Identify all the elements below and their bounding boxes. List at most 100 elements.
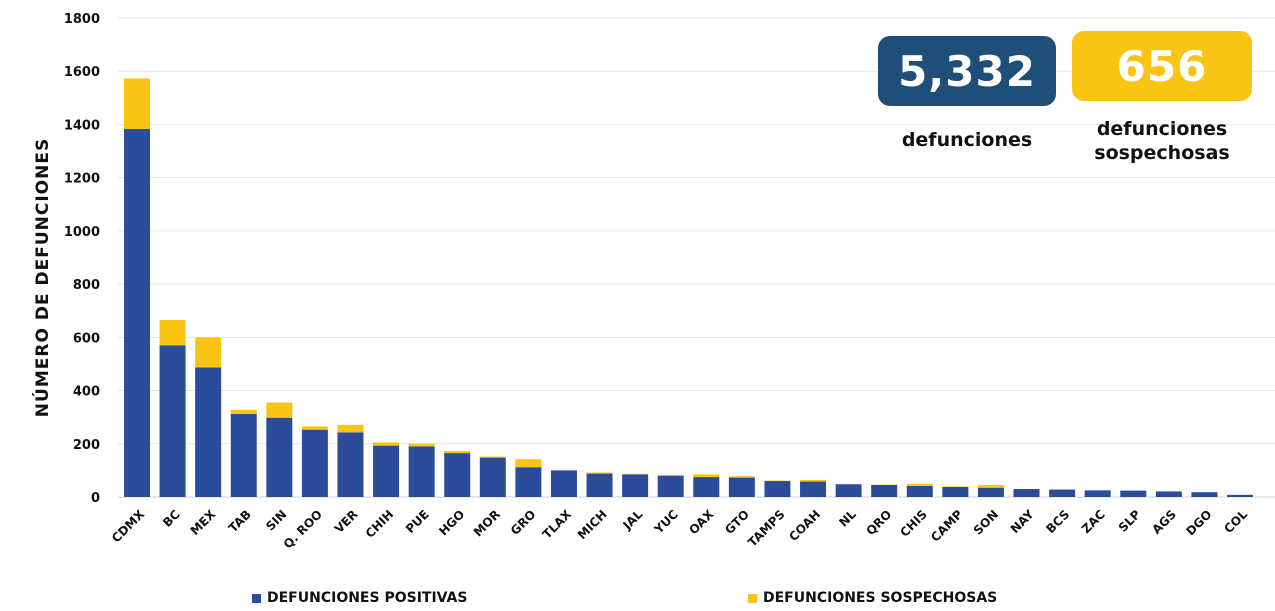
suspect-deaths-badge: 656 <box>1072 31 1252 101</box>
bar-positive-sin <box>266 417 293 497</box>
bar-positive-gro <box>515 467 542 497</box>
bar-positive-yuc <box>657 475 684 497</box>
x-tick-label: TAMPS <box>745 507 787 549</box>
legend-item-suspect: DEFUNCIONES SOSPECHOSAS <box>748 590 997 606</box>
bar-positive-qro <box>871 485 898 497</box>
x-tick-label: MICH <box>575 507 610 542</box>
bar-positive-slp <box>1120 490 1147 497</box>
y-tick-label: 0 <box>91 491 100 506</box>
total-deaths-value: 5,332 <box>898 46 1036 96</box>
suspect-deaths-value: 656 <box>1116 41 1208 91</box>
bar-positive-mor <box>479 457 506 497</box>
legend-label-suspect: DEFUNCIONES SOSPECHOSAS <box>763 590 998 606</box>
bar-positive-tamps <box>764 481 791 497</box>
bar-positive-ver <box>337 432 364 497</box>
bars <box>124 78 1253 498</box>
bar-suspect-jal <box>622 473 649 475</box>
y-tick-label: 800 <box>73 278 100 293</box>
bar-suspect-mich <box>586 472 613 474</box>
bar-positive-hgo <box>444 453 471 497</box>
bar-suspect-son <box>977 485 1004 488</box>
y-tick-label: 1600 <box>64 65 100 80</box>
y-tick-label: 1200 <box>64 172 100 187</box>
x-tick-label: HGO <box>436 507 467 538</box>
x-tick-label: COAH <box>786 507 823 544</box>
bar-suspect-pue <box>408 443 435 447</box>
x-tick-label: GTO <box>722 507 752 537</box>
x-tick-label: OAX <box>686 507 717 538</box>
y-tick-label: 200 <box>73 438 100 453</box>
bar-suspect-hgo <box>444 450 471 454</box>
bar-suspect-q-roo <box>301 426 328 430</box>
x-tick-label: QRO <box>863 507 894 538</box>
x-tick-label: BCS <box>1043 507 1072 536</box>
bar-positive-pue <box>408 446 435 497</box>
bar-suspect-mex <box>195 337 222 368</box>
bar-suspect-mor <box>479 456 506 458</box>
y-tick-label: 600 <box>73 331 100 346</box>
bar-positive-bcs <box>1049 489 1076 497</box>
x-tick-label: CAMP <box>928 507 966 545</box>
y-tick-label: 1800 <box>64 12 100 27</box>
x-tick-label: VER <box>332 507 361 536</box>
x-tick-label: MOR <box>471 507 503 539</box>
x-tick-label: MEX <box>188 507 219 538</box>
bar-suspect-tab <box>230 409 257 414</box>
bar-positive-chih <box>373 445 400 497</box>
x-tick-label: SIN <box>263 507 289 533</box>
x-tick-label: Q. ROO <box>281 507 325 551</box>
bar-positive-camp <box>942 486 969 497</box>
bar-positive-dgo <box>1191 492 1218 497</box>
bar-positive-mich <box>586 473 613 497</box>
x-tick-label: GRO <box>508 507 539 538</box>
y-tick-label: 1400 <box>64 118 100 133</box>
bar-suspect-ver <box>337 424 364 433</box>
x-tick-label: CHIS <box>897 507 930 540</box>
legend-swatch-suspect <box>748 593 757 603</box>
x-tick-label: SON <box>971 507 1001 537</box>
x-tick-label: COL <box>1221 507 1250 536</box>
suspect-deaths-label: defunciones sospechosas <box>1094 118 1230 164</box>
bar-positive-oax <box>693 477 720 497</box>
bar-positive-ags <box>1155 491 1182 497</box>
x-tick-label: YUC <box>651 507 681 537</box>
bar-suspect-chih <box>373 442 400 446</box>
bar-positive-chis <box>906 485 933 497</box>
bar-positive-bc <box>159 345 186 497</box>
x-tick-label: CDMX <box>109 507 148 546</box>
x-tick-label: ZAC <box>1079 507 1108 536</box>
bar-suspect-yuc <box>657 474 684 476</box>
bar-positive-son <box>977 487 1004 497</box>
x-tick-label: NAY <box>1008 507 1037 536</box>
bar-positive-nl <box>835 484 862 497</box>
bar-positive-coah <box>800 481 827 497</box>
legend-item-positive: DEFUNCIONES POSITIVAS <box>252 590 467 606</box>
bar-suspect-gto <box>728 476 755 478</box>
y-axis-title: NÚMERO DE DEFUNCIONES <box>31 138 53 417</box>
legend-label-positive: DEFUNCIONES POSITIVAS <box>267 590 468 606</box>
bar-suspect-camp <box>942 486 969 487</box>
bar-suspect-oax <box>693 474 720 478</box>
bar-suspect-bc <box>159 320 186 346</box>
y-axis-ticks: 0 200 400 600 800 1000 1200 1400 1600 1800 <box>64 12 100 506</box>
x-tick-label: DGO <box>1183 507 1214 538</box>
bar-positive-col <box>1227 494 1253 497</box>
bar-positive-jal <box>622 474 649 497</box>
bar-suspect-coah <box>800 479 827 482</box>
legend-swatch-positive <box>252 593 261 603</box>
bar-positive-zac <box>1084 490 1111 497</box>
bar-suspect-qro <box>871 484 898 486</box>
bar-suspect-sin <box>266 402 293 418</box>
bar-positive-nay <box>1013 489 1040 497</box>
x-tick-label: TAB <box>226 507 254 535</box>
bar-positive-mex <box>195 367 222 497</box>
x-tick-label: CHIH <box>363 507 396 540</box>
total-deaths-badge: 5,332 <box>878 36 1056 106</box>
x-tick-label: BC <box>160 507 183 530</box>
x-tick-label: AGS <box>1149 507 1179 537</box>
bar-positive-cdmx <box>124 128 150 498</box>
bar-positive-tab <box>230 413 257 497</box>
x-tick-label: NL <box>836 507 859 530</box>
x-tick-label: JAL <box>620 507 646 533</box>
total-deaths-label: defunciones <box>901 129 1033 151</box>
